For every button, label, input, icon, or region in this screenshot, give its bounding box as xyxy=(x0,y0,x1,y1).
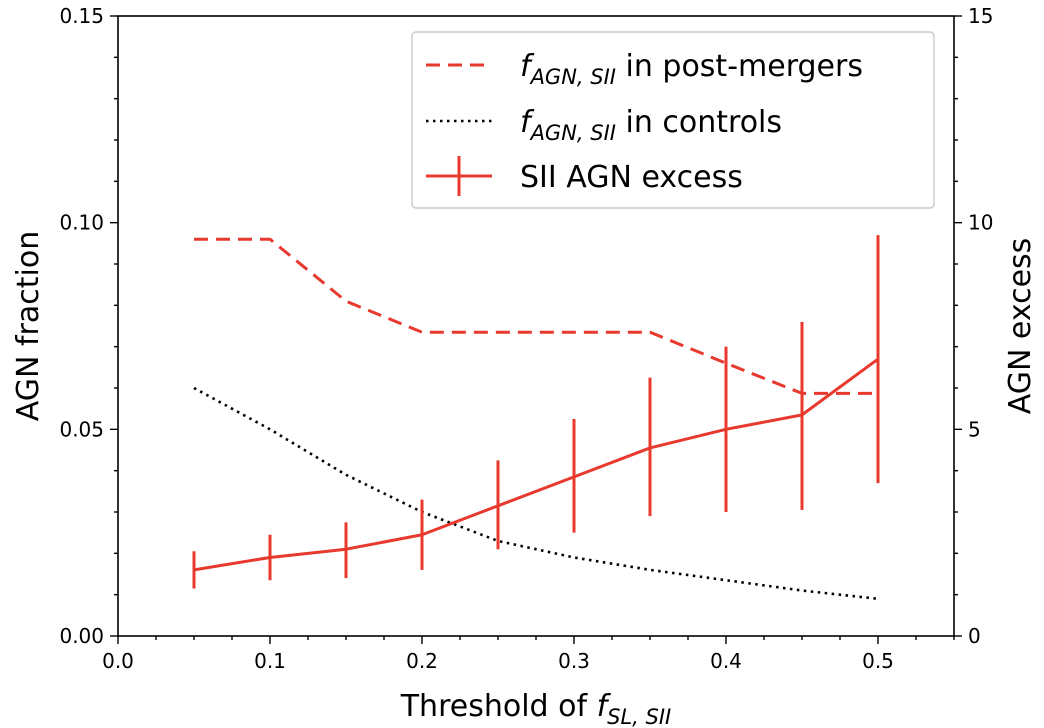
y-left-tick-label: 0.15 xyxy=(59,4,104,28)
x-axis-title-sub: SL, SII xyxy=(607,705,671,728)
x-tick-label: 0.5 xyxy=(862,649,894,673)
y-left-tick-label: 0.00 xyxy=(59,624,104,648)
x-tick-label: 0.4 xyxy=(710,649,742,673)
x-tick-label: 0.1 xyxy=(254,649,286,673)
x-tick-label: 0.2 xyxy=(406,649,438,673)
series-line-1 xyxy=(193,386,879,601)
y-right-tick-label: 5 xyxy=(968,417,981,441)
legend-label-post-mergers: fAGN, SII in post-mergers xyxy=(520,49,863,89)
y-axis-title-left: AGN fraction xyxy=(11,231,46,421)
x-tick-label: 0.0 xyxy=(102,649,134,673)
x-tick-label: 0.3 xyxy=(558,649,590,673)
y-left-tick-label: 0.10 xyxy=(59,211,104,235)
series-line-0 xyxy=(194,237,878,395)
right-axis-series xyxy=(192,235,880,589)
series-line-2 xyxy=(193,357,879,572)
y-right-tick-label: 15 xyxy=(968,4,993,28)
legend: fAGN, SII in post-mergers fAGN, SII in c… xyxy=(411,31,935,209)
y-axis-title-right: AGN excess xyxy=(1003,238,1038,415)
legend-label-controls: fAGN, SII in controls xyxy=(520,105,782,145)
legend-box xyxy=(411,31,935,209)
y-right-tick-label: 10 xyxy=(968,211,993,235)
legend-label-agn-excess: SII AGN excess xyxy=(520,160,743,195)
x-axis-title-prefix: Threshold of xyxy=(400,689,597,724)
y-left-tick-label: 0.05 xyxy=(59,417,104,441)
x-axis-title: Threshold of fSL, SII xyxy=(400,689,672,728)
left-axis-series xyxy=(193,237,879,601)
y-right-tick-label: 0 xyxy=(968,624,981,648)
axis-ticks: 0.0 0.1 0.2 0.3 0.4 0.5 0.00 0.05 0.10 0.15 0 5 10 15 xyxy=(59,4,993,673)
